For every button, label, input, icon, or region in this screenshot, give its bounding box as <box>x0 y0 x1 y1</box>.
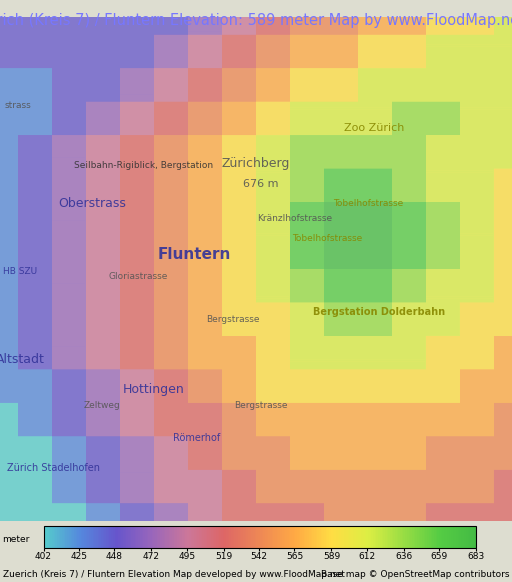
Text: Seilbahn-Rigiblick, Bergstation: Seilbahn-Rigiblick, Bergstation <box>74 161 213 171</box>
Text: HB SZU: HB SZU <box>4 267 37 276</box>
Text: Base map © OpenStreetMap contributors: Base map © OpenStreetMap contributors <box>321 570 509 579</box>
Text: Zoo Zürich: Zoo Zürich <box>344 123 404 133</box>
Text: meter: meter <box>3 535 30 544</box>
Text: Römerhof: Römerhof <box>174 433 221 443</box>
Text: Bergstrasse: Bergstrasse <box>234 400 288 410</box>
Text: Fluntern: Fluntern <box>158 247 231 261</box>
Text: Altstadt: Altstadt <box>0 353 45 366</box>
Text: Bergstation Dolderbahn: Bergstation Dolderbahn <box>313 307 445 317</box>
Text: 676 m: 676 m <box>243 179 279 189</box>
Text: Zürich Stadelhofen: Zürich Stadelhofen <box>7 463 100 473</box>
Text: Bergstrasse: Bergstrasse <box>206 315 260 324</box>
Text: Tobelhofstrasse: Tobelhofstrasse <box>292 235 363 243</box>
Text: Gloriastrasse: Gloriastrasse <box>109 272 168 281</box>
Text: Zeltweg: Zeltweg <box>84 400 121 410</box>
Text: Kränzlhofstrasse: Kränzlhofstrasse <box>257 214 332 223</box>
Text: Hottingen: Hottingen <box>123 384 184 396</box>
Text: Tobelhofstrasse: Tobelhofstrasse <box>333 199 404 208</box>
Text: Zuerich (Kreis 7) / Fluntern Elevation: 589 meter Map by www.FloodMap.net (b: Zuerich (Kreis 7) / Fluntern Elevation: … <box>0 13 512 29</box>
Text: Zuerich (Kreis 7) / Fluntern Elevation Map developed by www.FloodMap.net: Zuerich (Kreis 7) / Fluntern Elevation M… <box>3 570 345 579</box>
Text: strass: strass <box>5 101 31 110</box>
Text: Oberstrass: Oberstrass <box>58 197 126 210</box>
Text: Zürichberg: Zürichberg <box>222 157 290 170</box>
